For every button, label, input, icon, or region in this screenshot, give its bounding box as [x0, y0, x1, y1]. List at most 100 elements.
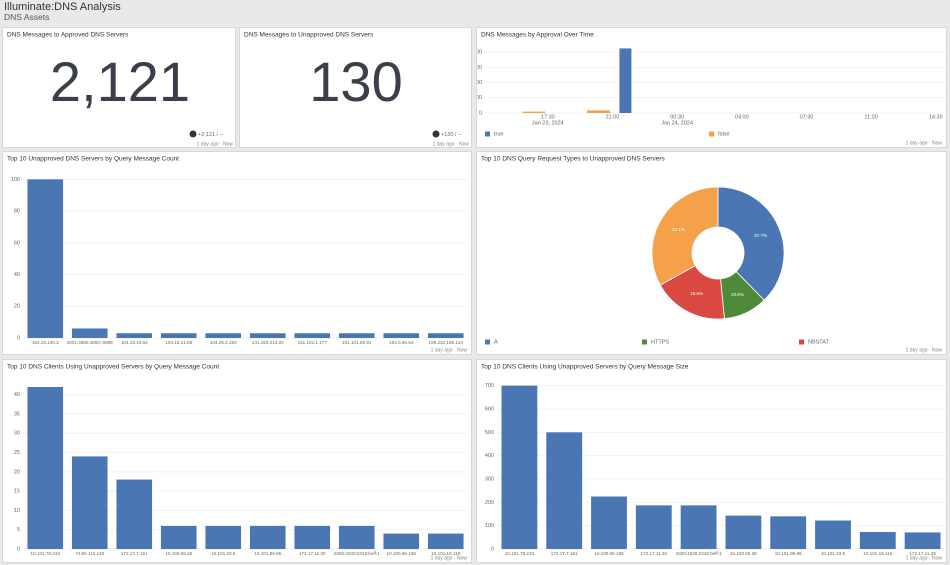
time-range: 1 day ago · Now	[906, 555, 943, 561]
kpi-delta: +130 / --	[441, 132, 462, 138]
pie-slice	[717, 186, 785, 301]
x-tick-label: 17:30	[541, 114, 555, 120]
x-tick-label: 172.17.11.29	[909, 551, 936, 556]
slice-label: 33.1%	[672, 227, 685, 232]
x-tick-label: 10.101.78.233	[31, 551, 61, 556]
y-tick-label: 500	[485, 430, 494, 436]
legend-swatch	[485, 339, 490, 345]
chart: Top 10 Unapproved DNS Servers by Query M…	[7, 156, 468, 353]
x-date-label: Jan 24, 2024	[661, 120, 693, 126]
y-tick-label: 0	[17, 335, 20, 341]
delta-icon	[432, 130, 440, 138]
x-tick-label: 141.193.213.20	[252, 340, 284, 345]
bar	[725, 515, 762, 549]
y-tick-label: 0	[479, 110, 482, 116]
y-tick-label: 300	[485, 476, 494, 482]
bar	[249, 525, 286, 549]
x-tick-label: 104.18.10.64	[121, 340, 148, 345]
bar	[522, 111, 546, 113]
y-tick-label: 200	[485, 500, 494, 506]
chart-panel: Top 10 Unapproved DNS Servers by Query M…	[2, 151, 472, 355]
x-tick-label: 10.101.18.116	[863, 551, 892, 556]
legend-swatch	[642, 339, 647, 345]
kpi-panel: DNS Messages to Unapproved DNS Servers 1…	[239, 27, 472, 148]
panel-title: Top 10 DNS Query Request Types to Unappr…	[481, 156, 666, 163]
x-tick-label: 00:30	[670, 114, 684, 120]
y-tick-label: 700	[485, 383, 494, 389]
x-tick-label: 104.18.21.68	[165, 340, 192, 345]
x-tick-label: 192.0.66.54	[389, 340, 414, 345]
kpi-value: 2,121	[50, 50, 190, 113]
panel-title: DNS Messages to Approved DNS Servers	[7, 32, 129, 39]
bar	[619, 48, 632, 113]
pie-slice	[651, 186, 719, 286]
y-tick-label: 100	[11, 177, 20, 183]
bar	[205, 525, 242, 549]
bar	[546, 432, 583, 549]
x-tick-label: 10.100.66.196	[387, 551, 417, 556]
bar	[770, 516, 807, 549]
bar	[680, 505, 717, 549]
y-tick-label: 400	[485, 453, 494, 459]
legend-swatch	[799, 339, 804, 345]
y-tick-label: 25	[14, 450, 20, 456]
x-tick-label: 104.26.2.150	[210, 340, 237, 345]
legend-swatch	[709, 131, 714, 137]
y-tick-label: 35	[14, 411, 20, 417]
bar	[205, 333, 242, 338]
kpi-panel: DNS Messages to Approved DNS Servers 2,1…	[2, 27, 236, 148]
chart: Top 10 DNS Clients Using Unapproved Serv…	[7, 364, 468, 561]
legend-label: NBSTAT	[808, 339, 830, 345]
legend-label: false	[718, 131, 730, 137]
time-range: 1 day ago · Now	[197, 141, 234, 147]
y-tick-label: 20	[14, 469, 20, 475]
y-tick-label: 60	[14, 240, 20, 246]
panel-title: Top 10 Unapproved DNS Servers by Query M…	[7, 156, 179, 163]
chart-panel: Top 10 DNS Query Request Types to Unappr…	[476, 151, 947, 355]
y-tick-label: 2,000	[477, 50, 482, 56]
x-tick-label: 172.17.11.30	[299, 551, 326, 556]
time-range: 1 day ago · Now	[433, 141, 470, 147]
bar	[249, 333, 286, 338]
bar	[27, 387, 64, 549]
x-tick-label: 74.96.110.140	[75, 551, 104, 556]
chart: Top 10 DNS Clients Using Unapproved Serv…	[481, 364, 945, 561]
delta-icon	[189, 130, 197, 138]
bar	[160, 333, 197, 338]
x-tick-label: 192.16.100.3	[32, 340, 59, 345]
dashboard-subtitle: DNS Assets	[4, 12, 50, 22]
bar	[338, 333, 375, 338]
kpi-delta: +2,121 / --	[198, 132, 223, 138]
y-tick-label: 5	[17, 527, 20, 533]
x-tick-label: 2600:4040:2318:beff:1	[334, 551, 380, 556]
y-tick-label: 1,000	[477, 80, 482, 86]
x-tick-label: 11:00	[864, 114, 877, 120]
bar	[294, 333, 331, 338]
x-tick-label: 10.100.65.36	[165, 551, 192, 556]
bar	[294, 525, 331, 549]
y-tick-label: 1,500	[477, 65, 482, 71]
legend-swatch	[485, 131, 490, 137]
bar	[904, 532, 941, 549]
x-tick-label: 04:00	[735, 114, 749, 120]
bar	[427, 533, 464, 549]
x-tick-label: 21:00	[606, 114, 620, 120]
bar	[338, 525, 375, 549]
y-tick-label: 0	[491, 546, 494, 552]
chart-panel: Top 10 DNS Clients Using Unapproved Serv…	[2, 359, 472, 563]
y-tick-label: 0	[17, 546, 20, 552]
bar	[27, 179, 64, 338]
y-tick-label: 30	[14, 431, 20, 437]
chart-panel: Top 10 DNS Clients Using Unapproved Serv…	[476, 359, 947, 563]
chart-panel: DNS Messages by Approval Over Time 0 500 1,…	[476, 27, 947, 148]
x-tick-label: 10.100.65.36	[730, 551, 757, 556]
x-tick-label: 07:30	[800, 114, 814, 120]
time-range: 1 day ago · Now	[431, 347, 468, 353]
slice-label: 18.5%	[690, 291, 703, 296]
y-tick-label: 40	[14, 392, 20, 398]
bar	[71, 328, 108, 338]
y-tick-label: 20	[14, 304, 20, 310]
chart: DNS Messages by Approval Over Time 0 500 1,…	[477, 32, 945, 146]
bar	[160, 525, 197, 549]
x-tick-label: 172.17.7.161	[551, 551, 578, 556]
